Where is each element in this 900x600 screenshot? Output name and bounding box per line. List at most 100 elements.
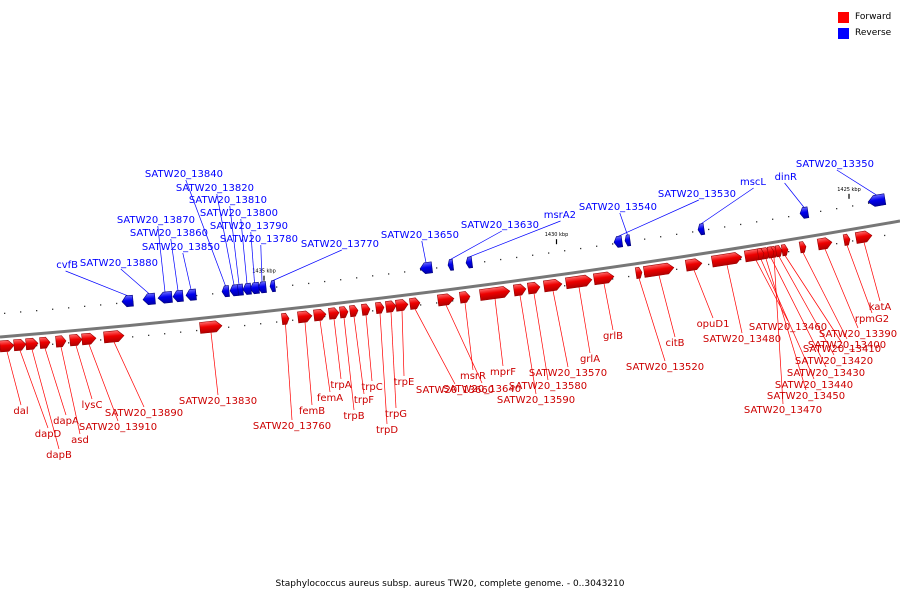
gene-label-satw20-13480: SATW20_13480 (703, 334, 781, 345)
gene-label-trpf: trpF (354, 395, 374, 406)
gene-label-dapa: dapA (53, 416, 79, 427)
gene-label-satw20-13820: SATW20_13820 (176, 183, 254, 194)
track-dot-bottom (52, 343, 54, 345)
track-dot-bottom (196, 329, 198, 332)
gene-arrow (339, 306, 349, 319)
gene-labels: SATW20_13350dinRmscLSATW20_13530SATW20_1… (13, 159, 897, 461)
gene-label-asd: asd (71, 435, 89, 446)
gene-arrow (297, 310, 313, 324)
track-dot-top (68, 307, 70, 309)
leader-line (60, 346, 81, 435)
gene-label-lysc: lysC (82, 400, 103, 411)
track-dot-top (20, 311, 22, 313)
gene-arrow (328, 307, 340, 320)
gene-arrow (766, 246, 775, 259)
gene-label-satw20-13830: SATW20_13830 (179, 396, 257, 407)
leader-line (533, 293, 549, 381)
leader-line (693, 269, 714, 319)
gene-arrow (458, 291, 471, 304)
gene-label-mscl: mscL (740, 177, 766, 188)
leader-line (6, 351, 22, 406)
gene-arrow (697, 223, 706, 236)
track-dot-bottom (564, 285, 566, 287)
gene-label-satw20-13460: SATW20_13460 (749, 322, 827, 333)
leader-line (445, 304, 483, 384)
gene-arrow (526, 281, 541, 295)
gene-arrow (221, 285, 230, 298)
gene-arrow (55, 335, 67, 348)
leader-line (304, 322, 313, 406)
leader-line (784, 182, 805, 208)
track-dot-top (788, 216, 790, 218)
gene-label-rpmg2: rpmG2 (855, 314, 889, 325)
gene-label-satw20-13630: SATW20_13630 (461, 220, 539, 231)
leader-line (285, 324, 293, 421)
genome-backbone (0, 219, 900, 339)
track-dot-bottom (148, 334, 150, 336)
leader-line (578, 286, 591, 354)
track-dot-bottom (132, 336, 134, 338)
track-dot-bottom (612, 278, 614, 280)
gene-arrow (798, 241, 807, 254)
gene-label-grlb: grlB (603, 331, 623, 342)
leader-line (390, 311, 397, 409)
tick-label: 1425 kbp (837, 187, 861, 193)
gene-arrow (634, 266, 643, 280)
gene-arrow (774, 245, 783, 258)
leader-line (216, 193, 235, 285)
gene-label-dapd: dapD (35, 429, 62, 440)
leader-line (700, 187, 754, 225)
track-dot-top (500, 258, 502, 261)
gene-label-trpc: trpC (361, 382, 382, 393)
track-dot-bottom (260, 323, 262, 325)
leader-line (760, 259, 815, 380)
gene-label-satw20-13580: SATW20_13580 (509, 381, 587, 392)
track-dot-bottom (372, 310, 374, 312)
legend-reverse-label: Reverse (855, 28, 892, 38)
gene-label-dinr: dinR (775, 172, 797, 183)
gene-label-satw20-13870: SATW20_13870 (117, 215, 195, 226)
track-dot-bottom (100, 339, 102, 341)
gene-label-satw20-13410: SATW20_13410 (803, 344, 881, 355)
gene-label-msra2: msrA2 (544, 210, 576, 221)
gene-label-satw20-13770: SATW20_13770 (301, 239, 379, 250)
gene-arrow (842, 233, 851, 246)
gene-arrow (69, 334, 83, 347)
track-dot-bottom (708, 263, 710, 266)
gene-arrow (0, 340, 15, 353)
gene-label-satw20-13570: SATW20_13570 (529, 368, 607, 379)
track-dot-top (596, 245, 598, 247)
gene-arrow (157, 291, 173, 304)
leader-line (120, 268, 150, 294)
gene-arrow (121, 294, 134, 308)
legend-reverse: Reverse (838, 25, 891, 41)
gene-arrow (780, 244, 789, 257)
gene-label-dapb: dapB (46, 450, 72, 461)
track-dot-top (420, 269, 422, 271)
gene-label-trpg: trpG (385, 409, 407, 420)
gene-label-satw20-13590: SATW20_13590 (497, 395, 575, 406)
gene-arrow (269, 280, 276, 293)
leader-line (414, 308, 456, 385)
leader-line (765, 258, 807, 391)
track-dot-bottom (68, 342, 70, 344)
gene-arrow (624, 234, 632, 247)
leader-line (19, 350, 49, 429)
gene-arrow (395, 299, 409, 312)
leader-line (603, 283, 614, 331)
track-dot-bottom (852, 240, 854, 242)
leader-line (773, 257, 784, 405)
track-dot-top (196, 294, 198, 297)
track-dot-top (660, 236, 662, 238)
gene-label-satw20-13650: SATW20_13650 (381, 230, 459, 241)
track-dot-top (324, 280, 326, 283)
gene-label-kata: katA (869, 302, 892, 313)
track-dot-top (644, 238, 646, 240)
gene-arrow (419, 261, 433, 274)
leader-line (802, 252, 848, 340)
track-dot-bottom (676, 268, 678, 270)
leader-line (468, 220, 561, 258)
track-dot-top (612, 243, 614, 245)
track-dot-top (388, 273, 390, 275)
